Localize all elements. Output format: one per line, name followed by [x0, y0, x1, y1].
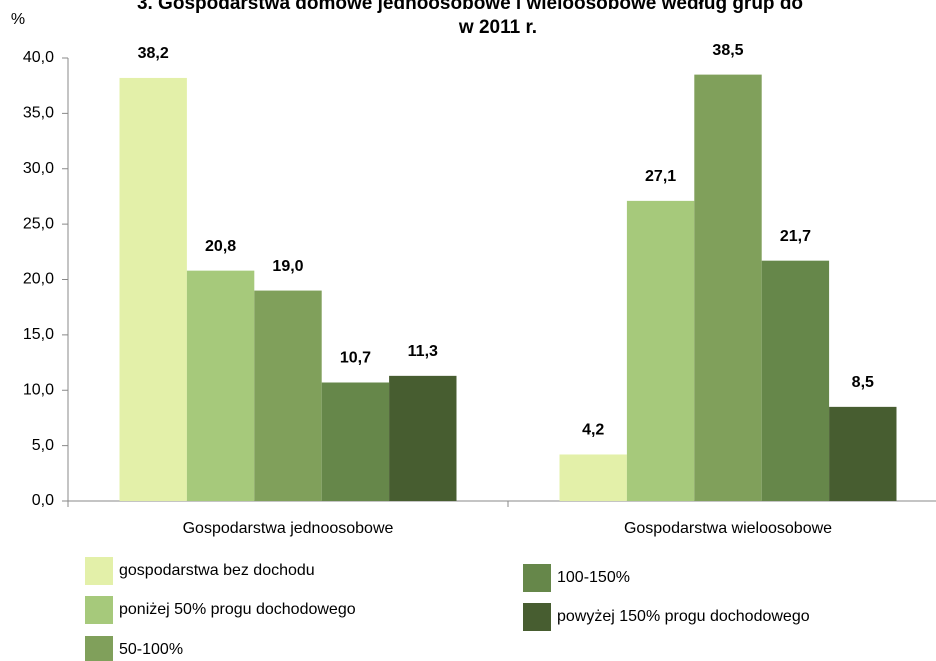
data-label: 19,0 [272, 258, 303, 275]
bar [186, 270, 255, 501]
legend-swatch [523, 564, 551, 592]
y-tick-label: 40,0 [23, 49, 54, 66]
legend-label: powyżej 150% progu dochodowego [557, 608, 810, 625]
legend-label: gospodarstwa bez dochodu [119, 562, 315, 579]
bar [254, 290, 322, 501]
y-tick-label: 35,0 [23, 105, 54, 122]
bar [389, 375, 457, 501]
y-axis-label: % [11, 11, 25, 28]
data-label: 21,7 [780, 228, 811, 245]
x-tick-label: Gospodarstwa jednoosobowe [183, 520, 394, 537]
legend-label: 100-150% [557, 569, 630, 586]
y-tick-label: 15,0 [23, 326, 54, 343]
legend-swatch [523, 603, 551, 631]
bar [559, 454, 627, 501]
data-label: 4,2 [582, 422, 604, 439]
y-tick-label: 25,0 [23, 215, 54, 232]
y-tick-label: 20,0 [23, 271, 54, 288]
bar [761, 260, 830, 501]
bar [829, 406, 897, 501]
legend-label: poniżej 50% progu dochodowego [119, 601, 356, 618]
data-label: 27,1 [645, 168, 676, 185]
chart-title: 3. Gospodarstwa domowe jednoosobowe i wi… [137, 0, 803, 14]
x-tick-label: Gospodarstwa wieloosobowe [624, 520, 832, 537]
y-tick-label: 0,0 [32, 492, 54, 509]
bar [119, 77, 187, 501]
legend-swatch [85, 557, 113, 585]
y-tick-label: 10,0 [23, 381, 54, 398]
legend-swatch [85, 596, 113, 624]
y-tick-label: 30,0 [23, 160, 54, 177]
data-label: 38,5 [712, 42, 743, 59]
y-tick-label: 5,0 [32, 437, 54, 454]
chart-subtitle: w 2011 r. [458, 17, 537, 38]
bar [321, 382, 390, 501]
bar [694, 74, 762, 502]
bar [626, 200, 695, 501]
data-label: 10,7 [340, 350, 371, 367]
data-label: 11,3 [408, 343, 438, 360]
legend-swatch [85, 636, 113, 661]
legend-label: 50-100% [119, 641, 183, 658]
data-label: 20,8 [205, 238, 236, 255]
data-label: 38,2 [138, 45, 169, 62]
data-label: 8,5 [852, 374, 874, 391]
